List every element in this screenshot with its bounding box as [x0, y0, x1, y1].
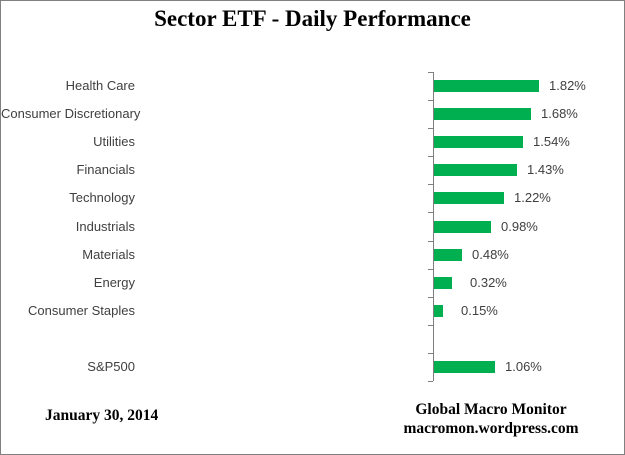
axis-tick [428, 324, 433, 326]
category-label-consumer-discretionary: Consumer Discretionary [1, 106, 141, 122]
source-line2: macromon.wordpress.com [403, 420, 579, 437]
value-label-financials: 1.43% [527, 162, 564, 178]
value-label-industrials: 0.98% [501, 218, 538, 234]
category-axis-line [433, 72, 434, 381]
axis-tick [428, 240, 433, 242]
axis-tick [428, 72, 433, 73]
bar-health-care [434, 80, 539, 93]
category-label-industrials: Industrials [75, 218, 135, 234]
category-label-consumer-staples: Consumer Staples [28, 302, 135, 318]
bar-technology [434, 192, 504, 205]
category-label-financials: Financials [76, 162, 135, 178]
axis-tick [428, 184, 433, 186]
value-label-materials: 0.48% [472, 246, 509, 262]
date-label: January 30, 2014 [45, 407, 159, 424]
category-label-energy: Energy [93, 274, 135, 290]
category-label-materials: Materials [82, 246, 135, 262]
bar-materials [434, 248, 462, 261]
source-label: Global Macro Monitor macromon.wordpress.… [361, 400, 621, 438]
value-label-consumer-staples: 0.15% [461, 302, 498, 318]
axis-tick [428, 156, 433, 158]
bar-utilities [434, 136, 523, 149]
axis-tick [428, 381, 433, 382]
value-label-technology: 1.22% [514, 190, 551, 206]
value-label-consumer-discretionary: 1.68% [541, 106, 578, 122]
category-label-technology: Technology [69, 190, 135, 206]
category-label-utilities: Utilities [93, 134, 135, 150]
chart-title: Sector ETF - Daily Performance [154, 6, 471, 31]
axis-tick [428, 352, 433, 354]
source-line1: Global Macro Monitor [415, 401, 567, 418]
value-label-energy: 0.32% [470, 274, 507, 290]
axis-tick [428, 296, 433, 298]
bar-consumer-staples [434, 304, 443, 317]
axis-tick [428, 212, 433, 214]
value-label-utilities: 1.54% [533, 134, 570, 150]
bar-energy [434, 276, 452, 289]
category-label-health-care: Health Care [65, 78, 135, 94]
bar-financials [434, 164, 517, 177]
axis-tick [428, 100, 433, 102]
bar-industrials [434, 220, 491, 233]
category-label-s-p500: S&P500 [87, 358, 135, 374]
bar-consumer-discretionary [434, 108, 531, 121]
bar-s-p500 [434, 360, 495, 373]
axis-tick [428, 128, 433, 130]
value-label-health-care: 1.82% [549, 78, 586, 94]
value-label-s-p500: 1.06% [505, 358, 542, 374]
axis-tick [428, 268, 433, 270]
